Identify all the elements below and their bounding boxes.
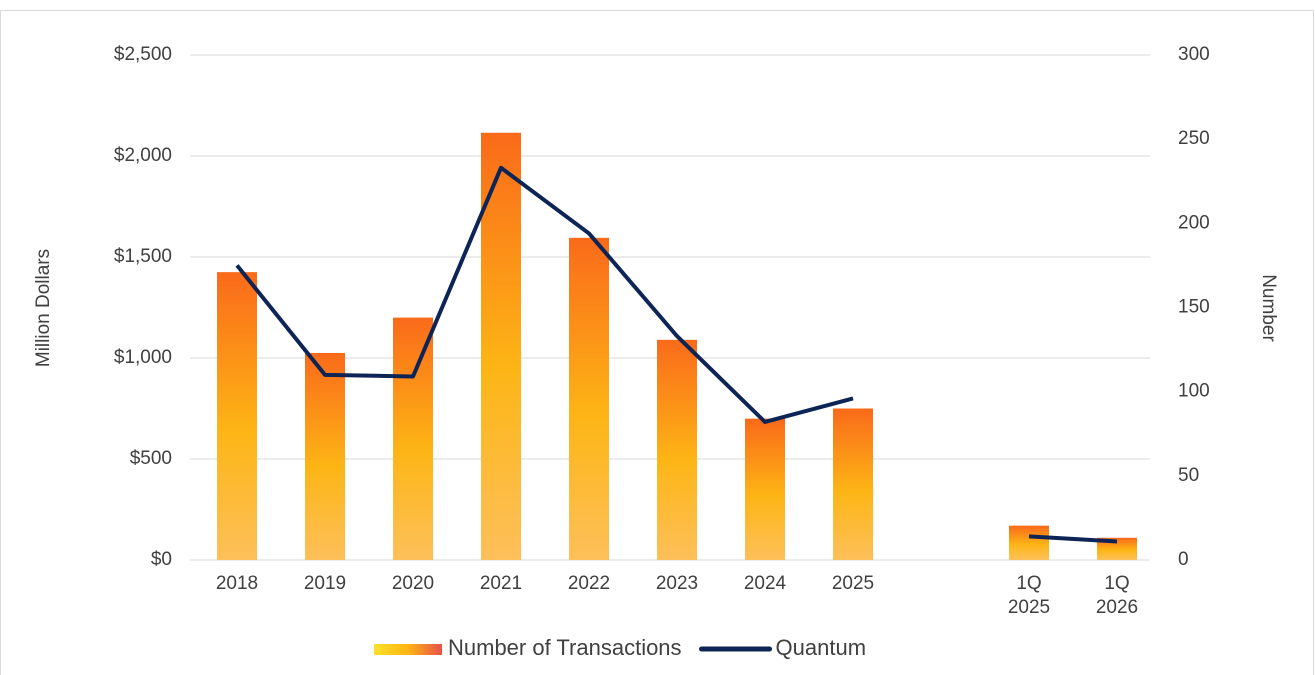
x-tick-label: 2023 (656, 573, 698, 594)
line (235, 165, 1118, 544)
x-tick-label: 2020 (392, 573, 434, 594)
y2-tick-label: 300 (1178, 44, 1210, 65)
legend-swatch (374, 644, 442, 655)
y-tick-label: $1,000 (114, 347, 172, 368)
x-tick-label: 2025 (832, 573, 874, 594)
y-tick-label: $2,500 (114, 44, 172, 65)
bar (217, 272, 257, 560)
x-tick-label: 2022 (568, 573, 610, 594)
y2-tick-label: 250 (1178, 128, 1210, 149)
bar (745, 418, 785, 560)
bar (1097, 537, 1137, 560)
y2-axis-title: Number (1258, 274, 1279, 342)
bar (1009, 525, 1049, 560)
bar (569, 237, 609, 560)
y-axis-title: Million Dollars (33, 249, 54, 367)
y2-tick-label: 200 (1178, 212, 1210, 233)
x-tick-label: 2021 (480, 573, 522, 594)
y-tick-label: $2,000 (114, 145, 172, 166)
y-tick-label: $0 (151, 549, 172, 570)
x-tick-label: 1Q 2025 (1008, 573, 1050, 618)
legend-label: Quantum (776, 635, 867, 660)
x-tick-label: 2024 (744, 573, 787, 594)
bar (657, 339, 697, 560)
x-tick-label: 2019 (304, 573, 346, 594)
y2-tick-label: 50 (1178, 465, 1199, 486)
y-tick-label: $1,500 (114, 246, 172, 267)
y-tick-label: $500 (130, 448, 172, 469)
bar (393, 317, 433, 560)
y2-tick-label: 150 (1178, 297, 1210, 318)
legend-label: Number of Transactions (448, 635, 682, 660)
bar (833, 408, 873, 560)
x-tick-label: 1Q 2026 (1096, 573, 1138, 618)
bar (305, 352, 345, 560)
chart-frame (0, 10, 1314, 675)
x-tick-label: 2018 (216, 573, 258, 594)
y2-tick-label: 100 (1178, 381, 1210, 402)
y2-tick-label: 0 (1178, 549, 1189, 570)
